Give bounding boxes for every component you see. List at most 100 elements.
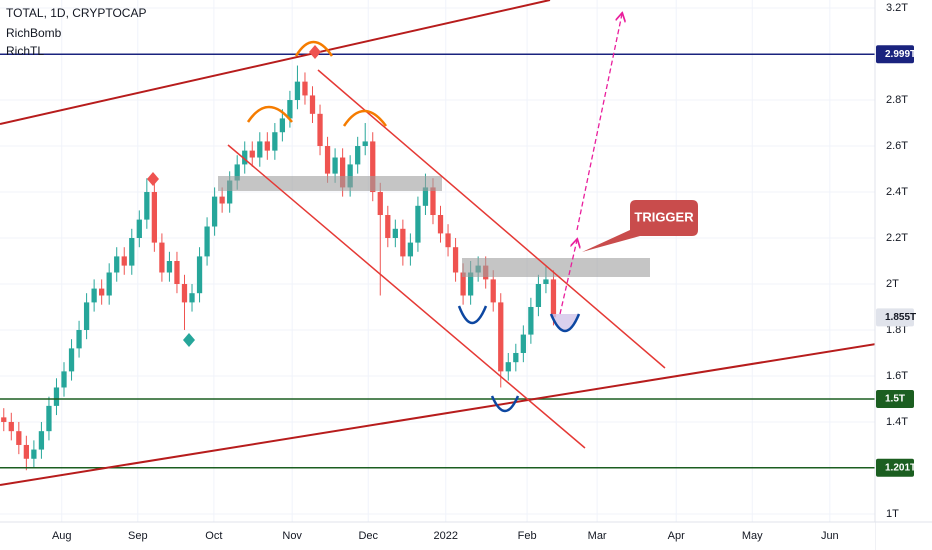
candle-body	[543, 279, 549, 284]
y-tick-label: 2.8T	[886, 94, 908, 106]
price-badge	[876, 458, 914, 477]
candle-body	[317, 113, 323, 147]
candle-body	[189, 293, 195, 303]
y-tick-label: 3.2T	[886, 2, 908, 14]
candle-body	[324, 146, 331, 174]
x-tick-label: Aug	[52, 530, 72, 542]
y-tick-label: 1.4T	[886, 416, 908, 428]
candle-body	[53, 387, 60, 406]
marker	[183, 333, 195, 347]
candle-body	[513, 352, 519, 363]
candle-body	[272, 132, 278, 151]
zone	[218, 176, 442, 191]
candle-body	[422, 187, 429, 206]
candle-body	[264, 141, 270, 151]
y-tick-label: 1.8T	[886, 324, 908, 336]
time-axis	[0, 522, 875, 550]
candle-body	[227, 180, 233, 204]
candle-body	[309, 95, 316, 114]
candle-body	[415, 205, 421, 243]
candle-body	[8, 421, 14, 432]
candle-body	[166, 261, 173, 273]
candle-body	[370, 141, 376, 193]
zone	[462, 258, 650, 277]
candle-body	[445, 233, 451, 248]
x-tick-label: Mar	[588, 530, 607, 542]
axes: 3.2T 2.8T 2.6T 2.4T 2.2T 2T 1.8T 1.6T 1.4T 1T Aug S…	[52, 2, 916, 542]
y-tick-label: 2T	[886, 278, 899, 290]
candle-body	[16, 431, 22, 445]
plot-area	[0, 0, 875, 522]
candle-body	[249, 150, 255, 158]
candle-body	[460, 272, 466, 296]
candle-body	[204, 226, 210, 257]
x-tick-label: Apr	[668, 530, 685, 542]
candle-body	[211, 196, 218, 227]
x-tick-label: Nov	[282, 530, 302, 542]
candle-body	[219, 196, 225, 204]
y-tick-label: 1T	[886, 508, 899, 520]
candle-body	[121, 256, 127, 266]
x-tick-label: Sep	[128, 530, 148, 542]
x-tick-label: 2022	[434, 530, 458, 542]
candle-body	[355, 146, 361, 165]
candle-body	[339, 157, 346, 188]
trend-line	[0, 334, 932, 486]
arc	[294, 40, 334, 57]
candle-body	[151, 192, 158, 243]
arc	[342, 109, 388, 127]
candle-body	[505, 362, 511, 372]
candle-body	[1, 417, 7, 422]
price-badge-label: 1.5T	[885, 394, 905, 405]
candle-body	[76, 329, 82, 349]
candle-body	[181, 283, 188, 303]
candle-body	[520, 334, 526, 353]
indicator: RichBomb	[6, 26, 62, 40]
marker	[147, 172, 159, 186]
candle-body	[377, 192, 383, 216]
price-badge-label: 2.999T	[885, 49, 916, 60]
arc	[457, 305, 488, 325]
callout	[582, 200, 698, 252]
candle-body	[332, 157, 338, 174]
candle-body	[46, 405, 52, 432]
x-tick-label: Dec	[358, 530, 378, 542]
price-badge	[876, 389, 914, 408]
candle-body	[287, 100, 293, 119]
candle-body	[174, 261, 180, 284]
price-badge	[876, 308, 914, 327]
candle-body	[392, 228, 398, 239]
candle-body	[430, 187, 436, 216]
y-tick-label: 2.4T	[886, 186, 908, 198]
candle-body	[407, 242, 414, 257]
candle-body	[490, 279, 496, 303]
candle-body	[347, 164, 353, 188]
price-badge-label: 1.201T	[885, 462, 916, 473]
candle-body	[31, 449, 37, 459]
indicator: RichTL	[6, 44, 44, 58]
x-tick-label: Feb	[518, 530, 537, 542]
candle-body	[467, 272, 474, 296]
x-tick-label: Oct	[205, 530, 222, 542]
arrow	[576, 14, 622, 231]
candle-body	[144, 192, 150, 220]
candle-body	[242, 150, 248, 165]
arc	[246, 105, 293, 123]
y-tick-label: 1.6T	[886, 370, 908, 382]
candle-body	[437, 215, 444, 234]
channel-line	[317, 69, 666, 369]
candle-body	[400, 228, 406, 257]
candle-body	[106, 272, 112, 296]
price-badge-label: 1.855T	[885, 312, 916, 323]
y-tick-label: 2.2T	[886, 232, 908, 244]
arc	[549, 313, 581, 333]
candle-body	[23, 444, 29, 459]
candle-body	[38, 431, 45, 450]
arc	[490, 395, 520, 413]
candle-body	[385, 215, 391, 239]
candle-body	[302, 81, 308, 96]
trend-line	[0, 0, 551, 125]
candle-body	[452, 247, 459, 273]
candle-body	[294, 81, 301, 101]
